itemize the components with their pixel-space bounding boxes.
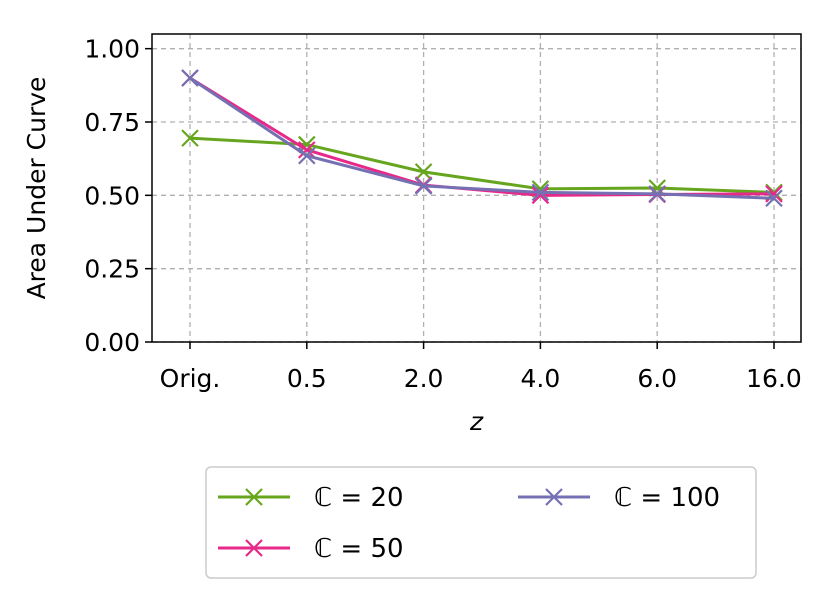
series-2 [181,69,783,205]
data-point-marker [531,183,550,202]
data-point-marker [298,146,316,165]
series-3 [181,69,783,208]
x-tick-label: 0.5 [287,364,327,393]
series-line [189,76,775,200]
x-tick-label: Orig. [160,364,221,393]
plot-frame [151,33,802,343]
legend-entry: ℂ = 20 [218,483,404,513]
legend-marker [545,488,563,506]
series-layer [181,69,783,208]
legend-entry: ℂ = 50 [218,534,404,564]
data-point-marker [765,189,783,208]
legend-label: ℂ = 50 [314,534,404,564]
legend: ℂ = 20 ℂ = 50 ℂ = 100 [205,466,757,579]
data-point-marker [414,177,433,195]
data-point-marker [298,141,316,159]
data-point-marker [414,163,433,181]
x-axis: Orig. 0.5 2.0 4.0 6.0 16.0 [160,342,802,393]
x-axis-label: z [469,407,484,436]
x-tick-label: 2.0 [404,364,444,393]
x-tick-label: 16.0 [746,364,802,393]
legend-marker [245,488,263,506]
y-tick-label: 0.25 [84,255,140,284]
series-line [189,136,775,194]
x-tick-label: 6.0 [637,364,677,393]
y-axis: 0.00 0.25 0.50 0.75 1.00 [84,35,152,357]
y-tick-label: 0.00 [84,328,140,357]
data-point-marker [181,69,199,87]
data-point-marker [531,186,550,205]
legend-marker [245,539,263,557]
x-tick-label: 4.0 [521,364,561,393]
legend-entry: ℂ = 100 [518,483,720,513]
y-tick-label: 1.00 [84,35,140,64]
legend-label: ℂ = 20 [314,483,404,513]
legend-label: ℂ = 100 [614,483,720,513]
y-axis-label: Area Under Curve [22,77,51,300]
y-tick-label: 0.75 [84,108,140,137]
data-point-marker [181,129,199,147]
y-tick-label: 0.50 [84,181,140,210]
data-point-marker [648,185,666,203]
legend-box [205,466,757,579]
